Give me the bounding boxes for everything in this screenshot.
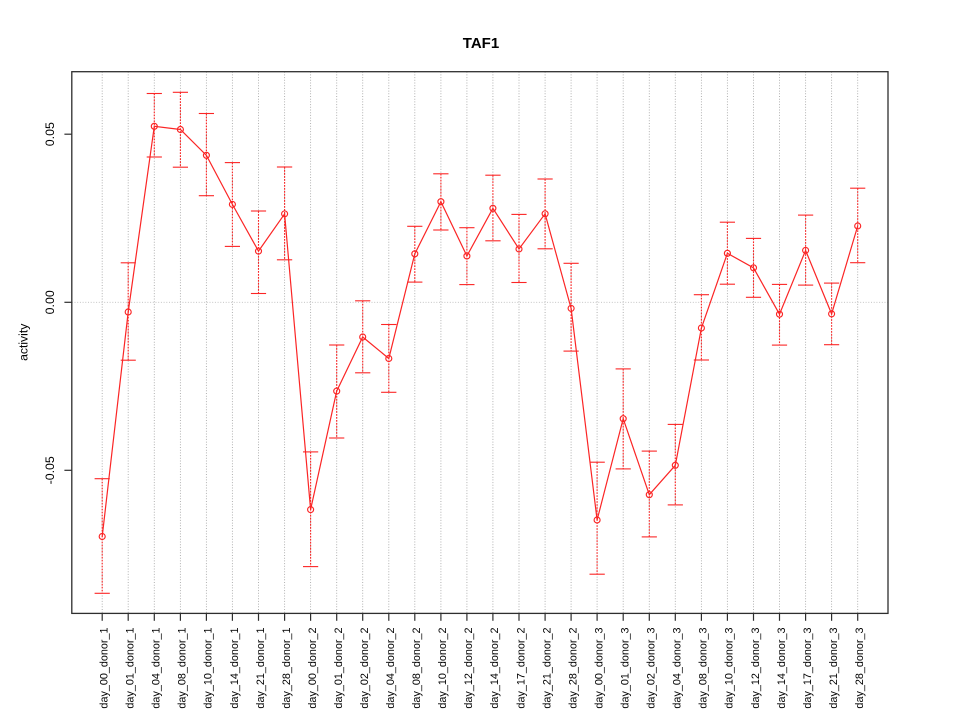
svg-text:day_00_donor_1: day_00_donor_1 bbox=[99, 628, 111, 709]
svg-text:day_10_donor_3: day_10_donor_3 bbox=[724, 628, 736, 709]
svg-text:day_14_donor_1: day_14_donor_1 bbox=[229, 628, 241, 709]
svg-text:day_01_donor_2: day_01_donor_2 bbox=[333, 628, 345, 709]
svg-text:day_02_donor_2: day_02_donor_2 bbox=[359, 628, 371, 709]
svg-text:0.05: 0.05 bbox=[43, 122, 57, 146]
svg-text:day_21_donor_3: day_21_donor_3 bbox=[828, 628, 840, 709]
svg-text:day_01_donor_1: day_01_donor_1 bbox=[125, 628, 137, 709]
svg-text:day_21_donor_1: day_21_donor_1 bbox=[255, 628, 267, 709]
svg-text:day_14_donor_2: day_14_donor_2 bbox=[489, 628, 501, 709]
svg-text:day_08_donor_3: day_08_donor_3 bbox=[698, 628, 710, 709]
svg-text:activity: activity bbox=[17, 323, 31, 361]
svg-text:day_21_donor_2: day_21_donor_2 bbox=[541, 628, 553, 709]
svg-text:day_28_donor_2: day_28_donor_2 bbox=[567, 628, 579, 709]
svg-text:day_17_donor_3: day_17_donor_3 bbox=[802, 628, 814, 709]
svg-text:TAF1: TAF1 bbox=[463, 35, 499, 52]
svg-text:day_28_donor_3: day_28_donor_3 bbox=[854, 628, 866, 709]
svg-text:day_14_donor_3: day_14_donor_3 bbox=[776, 628, 788, 709]
svg-text:day_12_donor_3: day_12_donor_3 bbox=[750, 628, 762, 709]
svg-text:day_01_donor_3: day_01_donor_3 bbox=[620, 628, 632, 709]
svg-text:day_17_donor_2: day_17_donor_2 bbox=[515, 628, 527, 709]
svg-text:day_04_donor_2: day_04_donor_2 bbox=[385, 628, 397, 709]
svg-text:0.00: 0.00 bbox=[43, 290, 57, 314]
svg-text:-0.05: -0.05 bbox=[43, 456, 57, 484]
svg-text:day_04_donor_3: day_04_donor_3 bbox=[672, 628, 684, 709]
svg-text:day_02_donor_3: day_02_donor_3 bbox=[646, 628, 658, 709]
svg-text:day_08_donor_2: day_08_donor_2 bbox=[411, 628, 423, 709]
svg-text:day_04_donor_1: day_04_donor_1 bbox=[151, 628, 163, 709]
svg-text:day_28_donor_1: day_28_donor_1 bbox=[281, 628, 293, 709]
svg-text:day_10_donor_2: day_10_donor_2 bbox=[437, 628, 449, 709]
svg-text:day_12_donor_2: day_12_donor_2 bbox=[463, 628, 475, 709]
svg-text:day_08_donor_1: day_08_donor_1 bbox=[177, 628, 189, 709]
svg-text:day_00_donor_2: day_00_donor_2 bbox=[307, 628, 319, 709]
svg-text:day_10_donor_1: day_10_donor_1 bbox=[203, 628, 215, 709]
svg-text:day_00_donor_3: day_00_donor_3 bbox=[593, 628, 605, 709]
